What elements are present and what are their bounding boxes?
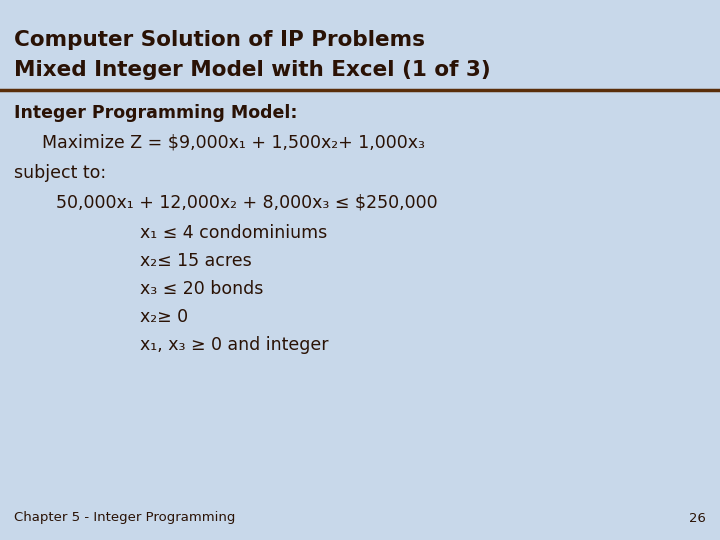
Text: 50,000x₁ + 12,000x₂ + 8,000x₃ ≤ $250,000: 50,000x₁ + 12,000x₂ + 8,000x₃ ≤ $250,000 <box>56 194 438 212</box>
Text: Integer Programming Model:: Integer Programming Model: <box>14 104 297 122</box>
Text: x₂≥ 0: x₂≥ 0 <box>140 308 188 326</box>
Text: subject to:: subject to: <box>14 164 106 182</box>
Text: x₁, x₃ ≥ 0 and integer: x₁, x₃ ≥ 0 and integer <box>140 336 328 354</box>
Text: Maximize Z = $9,000x₁ + 1,500x₂+ 1,000x₃: Maximize Z = $9,000x₁ + 1,500x₂+ 1,000x₃ <box>42 134 425 152</box>
Text: x₁ ≤ 4 condominiums: x₁ ≤ 4 condominiums <box>140 224 328 242</box>
Text: x₂≤ 15 acres: x₂≤ 15 acres <box>140 252 252 270</box>
Text: x₃ ≤ 20 bonds: x₃ ≤ 20 bonds <box>140 280 264 298</box>
Text: Mixed Integer Model with Excel (1 of 3): Mixed Integer Model with Excel (1 of 3) <box>14 60 491 80</box>
Text: Chapter 5 - Integer Programming: Chapter 5 - Integer Programming <box>14 511 235 524</box>
Text: 26: 26 <box>689 511 706 524</box>
Text: Computer Solution of IP Problems: Computer Solution of IP Problems <box>14 30 425 50</box>
